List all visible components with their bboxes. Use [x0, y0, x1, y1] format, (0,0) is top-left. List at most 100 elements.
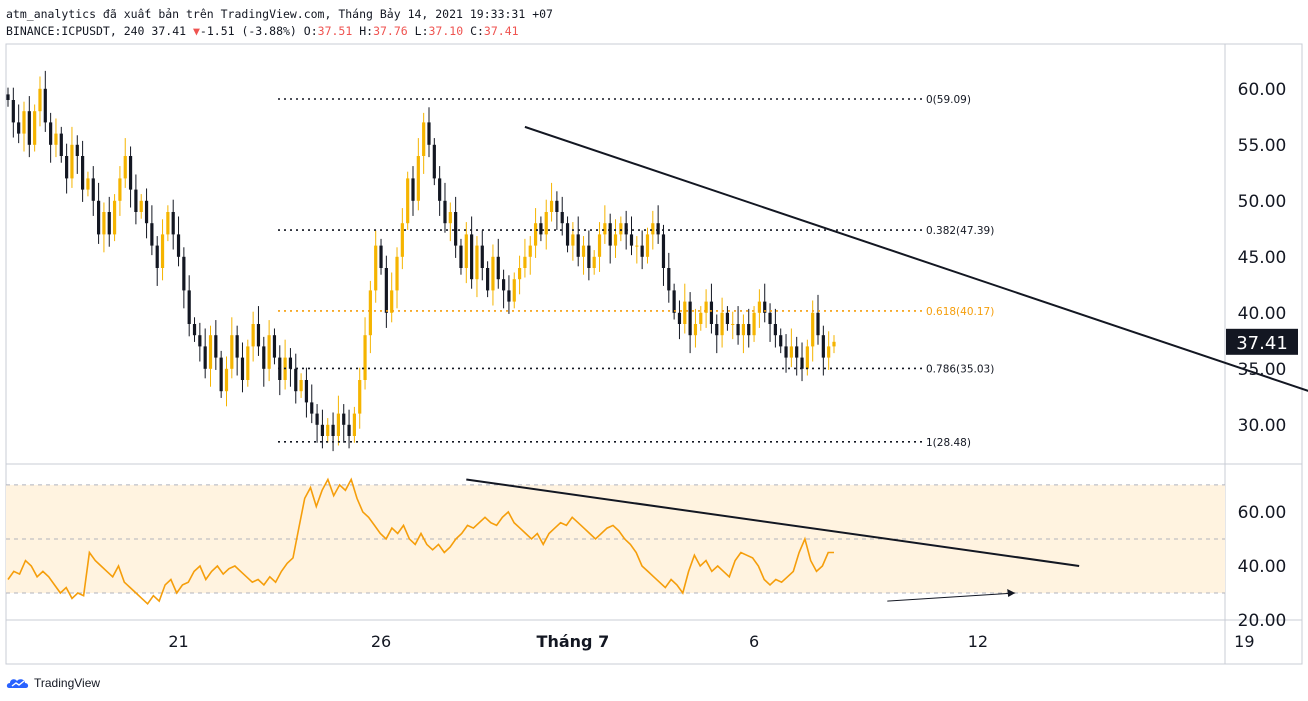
- candle-body: [358, 380, 362, 414]
- price-tick-label: 35.00: [1238, 360, 1287, 380]
- candle-body: [128, 156, 133, 190]
- candle-body: [480, 245, 484, 268]
- time-tick-label: Tháng 7: [537, 632, 610, 651]
- candle-body: [342, 413, 346, 425]
- candle-body: [560, 212, 564, 224]
- fib-level-label: 0.786(35.03): [926, 363, 994, 375]
- candle-body: [38, 88, 42, 112]
- candle-body: [11, 100, 15, 123]
- candle-body: [315, 413, 319, 425]
- candle-body: [134, 189, 138, 212]
- candle-body: [192, 324, 197, 336]
- candle-body: [374, 245, 378, 291]
- candle-body: [240, 357, 245, 380]
- candle-body: [102, 212, 106, 235]
- candle-body: [224, 368, 229, 392]
- candle-body: [581, 245, 586, 257]
- candle-body: [677, 312, 682, 324]
- candle-body: [320, 424, 325, 436]
- candle-body: [203, 346, 207, 369]
- candle-body: [656, 223, 660, 235]
- candle-body: [70, 144, 74, 179]
- rsi-trendline: [466, 478, 1080, 567]
- close-value: 37.41: [483, 24, 519, 38]
- candle-body: [773, 324, 777, 336]
- candle-body: [789, 346, 793, 358]
- candle-body: [619, 223, 623, 235]
- tradingview-logo[interactable]: TradingView: [6, 676, 100, 690]
- price-tick-label: 55.00: [1238, 136, 1287, 156]
- candle-body: [331, 424, 335, 436]
- candle-body: [565, 223, 570, 246]
- change-value: -1.51 (-3.88%): [199, 24, 297, 38]
- open-value: 37.51: [317, 24, 353, 38]
- price-tick-label: 50.00: [1238, 192, 1287, 212]
- candle-body: [549, 200, 554, 212]
- symbol-info: BINANCE:ICPUSDT, 240 37.41 ▼-1.51 (-3.88…: [6, 24, 519, 38]
- rsi-line: [7, 477, 834, 606]
- candle-body: [528, 245, 532, 257]
- candle-body: [406, 178, 410, 224]
- candle-body: [230, 335, 234, 369]
- candle-body: [496, 256, 500, 280]
- candle-body: [368, 290, 372, 336]
- candle-body: [422, 122, 426, 156]
- price-tick-label: 60.00: [1238, 80, 1287, 100]
- candle-body: [443, 200, 447, 224]
- price-tick-label: 45.00: [1238, 248, 1287, 268]
- candle-body: [608, 223, 612, 246]
- candle-body: [432, 144, 436, 179]
- candle-body: [491, 256, 495, 291]
- candle-body: [272, 335, 277, 358]
- fib-level-label: 0.618(40.17): [926, 306, 994, 318]
- tradingview-brand: TradingView: [34, 676, 101, 690]
- price-tick-label: 40.00: [1238, 304, 1287, 324]
- candle-body: [304, 380, 309, 403]
- candle-body: [438, 178, 442, 201]
- candle-body: [752, 312, 756, 336]
- candle-body: [821, 335, 825, 358]
- candle-body: [571, 234, 575, 246]
- candle-body: [43, 88, 47, 123]
- candle-body: [454, 212, 458, 246]
- candle-body: [22, 111, 26, 134]
- candle-body: [411, 178, 415, 201]
- chart-border: [5, 43, 1303, 665]
- candle-body: [661, 234, 666, 268]
- candle-body: [512, 279, 516, 302]
- candle-body: [635, 245, 639, 247]
- time-tick-label: 21: [168, 632, 188, 651]
- low-value: 37.10: [428, 24, 464, 38]
- candle-body: [299, 380, 303, 392]
- candle-body: [427, 122, 431, 145]
- time-tick-label: 6: [749, 632, 759, 651]
- candle-body: [704, 301, 708, 313]
- candle-body: [592, 256, 596, 268]
- candle-body: [171, 212, 175, 235]
- candle-body: [107, 212, 111, 235]
- time-tick-label: 19: [1234, 632, 1254, 651]
- candle-body: [384, 268, 388, 313]
- candle-body: [544, 212, 548, 235]
- candle-body: [763, 301, 767, 313]
- candle-body: [725, 312, 730, 324]
- candle-body: [693, 324, 698, 336]
- fib-level-label: 0(59.09): [926, 94, 971, 106]
- candle-body: [176, 234, 181, 257]
- time-tick-label: 12: [968, 632, 988, 651]
- candle-body: [6, 94, 10, 100]
- candle-body: [720, 312, 724, 336]
- candle-body: [214, 335, 218, 358]
- candle-body: [49, 122, 53, 145]
- candle-body: [27, 111, 31, 145]
- candle-body: [795, 346, 799, 358]
- candle-body: [651, 223, 655, 235]
- candle-body: [336, 413, 340, 436]
- last-price: 37.41: [151, 24, 187, 38]
- candle-body: [502, 279, 506, 291]
- candle-body: [736, 324, 740, 336]
- candle-body: [256, 324, 261, 347]
- candle-body: [597, 234, 602, 257]
- candle-body: [715, 324, 719, 336]
